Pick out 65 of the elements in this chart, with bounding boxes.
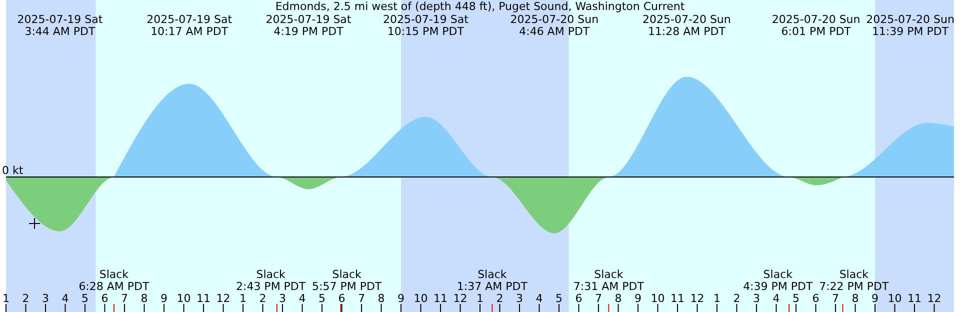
text: 2025-07-19 Sat 10:17 AM PDT (146, 13, 233, 38)
x-tick-label: 4 (62, 292, 69, 305)
x-tick-label: 10 (176, 292, 191, 305)
x-tick-label: 3 (753, 292, 760, 305)
x-tick-label: 9 (398, 292, 404, 305)
x-tick-label: 1 (476, 292, 484, 305)
x-tick-label: 6 (575, 292, 582, 305)
x-tick-label: 12 (453, 292, 468, 305)
chart-title: Edmonds, 2.5 mi west of (depth 448 ft), Puget Sound, Washington Current (274, 0, 686, 13)
x-tick-label: 8 (852, 292, 859, 305)
x-tick-label: 2 (733, 292, 740, 305)
x-tick-label: 11 (908, 292, 922, 305)
x-tick-label: 9 (160, 292, 168, 305)
x-tick-label: 5 (792, 292, 800, 305)
x-tick-label: 8 (378, 292, 385, 305)
x-tick-label: 1 (240, 292, 246, 305)
text: 2025-07-20 Sun 6:01 PM PDT (772, 13, 860, 38)
x-tick-label: 7 (358, 292, 365, 305)
x-tick-label: 6 (338, 292, 346, 305)
x-tick-label: 1 (2, 292, 10, 305)
x-tick-label: 2 (259, 292, 266, 305)
text: 2025-07-19 Sat 3:44 AM PDT (17, 13, 104, 38)
text: Slack 5:57 PM PDT (312, 268, 382, 293)
text: Slack 1:37 AM PDT (456, 268, 528, 293)
x-tick-label: 10 (888, 292, 902, 305)
x-tick-label: 8 (614, 292, 622, 305)
x-tick-label: 12 (216, 292, 230, 305)
text: 2025-07-19 Sat 10:15 PM PDT (382, 13, 470, 38)
text: Slack 7:22 PM PDT (819, 268, 890, 293)
x-tick-label: 4 (536, 292, 543, 305)
x-tick-label: 12 (690, 292, 704, 305)
x-tick-label: 12 (927, 292, 942, 305)
x-tick-label: 8 (140, 292, 148, 305)
x-tick-label: 2 (496, 292, 504, 305)
x-tick-label: 10 (650, 292, 665, 305)
x-tick-label: 3 (42, 292, 49, 305)
x-tick-label: 4 (298, 292, 306, 305)
x-tick-label: 11 (434, 292, 448, 305)
ref-line-label: 0 kt (2, 164, 24, 177)
x-tick-label: 5 (82, 292, 88, 305)
text: Slack 2:43 PM PDT (236, 268, 306, 293)
x-tick-label: 6 (812, 292, 820, 305)
x-tick-label: 3 (516, 292, 523, 305)
x-tick-label: 5 (556, 292, 562, 305)
x-tick-label: 2 (22, 292, 30, 305)
text: Slack 7:31 AM PDT (573, 268, 644, 293)
text: 2025-07-20 Sun 11:28 AM PDT (642, 13, 731, 38)
x-tick-label: 11 (196, 292, 210, 305)
text: 2025-07-19 Sat 4:19 PM PDT (266, 13, 352, 38)
text: 2025-07-20 Sun 11:39 PM PDT (866, 13, 954, 38)
text: Slack 4:39 PM PDT (743, 268, 813, 293)
x-tick-label: 9 (634, 292, 642, 305)
x-tick-label: 10 (414, 292, 428, 305)
x-tick-label: 3 (279, 292, 286, 305)
x-tick-label: 5 (318, 292, 326, 305)
text: Slack 6:28 AM PDT (78, 268, 150, 293)
x-tick-label: 4 (772, 292, 780, 305)
x-tick-label: 9 (872, 292, 878, 305)
x-tick-label: 1 (714, 292, 720, 305)
x-tick-label: 6 (101, 292, 108, 305)
x-tick-label: 7 (121, 292, 128, 305)
x-tick-label: 7 (832, 292, 839, 305)
x-tick-label: 11 (670, 292, 684, 305)
text: 2025-07-20 Sun 4:46 AM PDT (510, 13, 599, 38)
x-tick-label: 7 (595, 292, 602, 305)
